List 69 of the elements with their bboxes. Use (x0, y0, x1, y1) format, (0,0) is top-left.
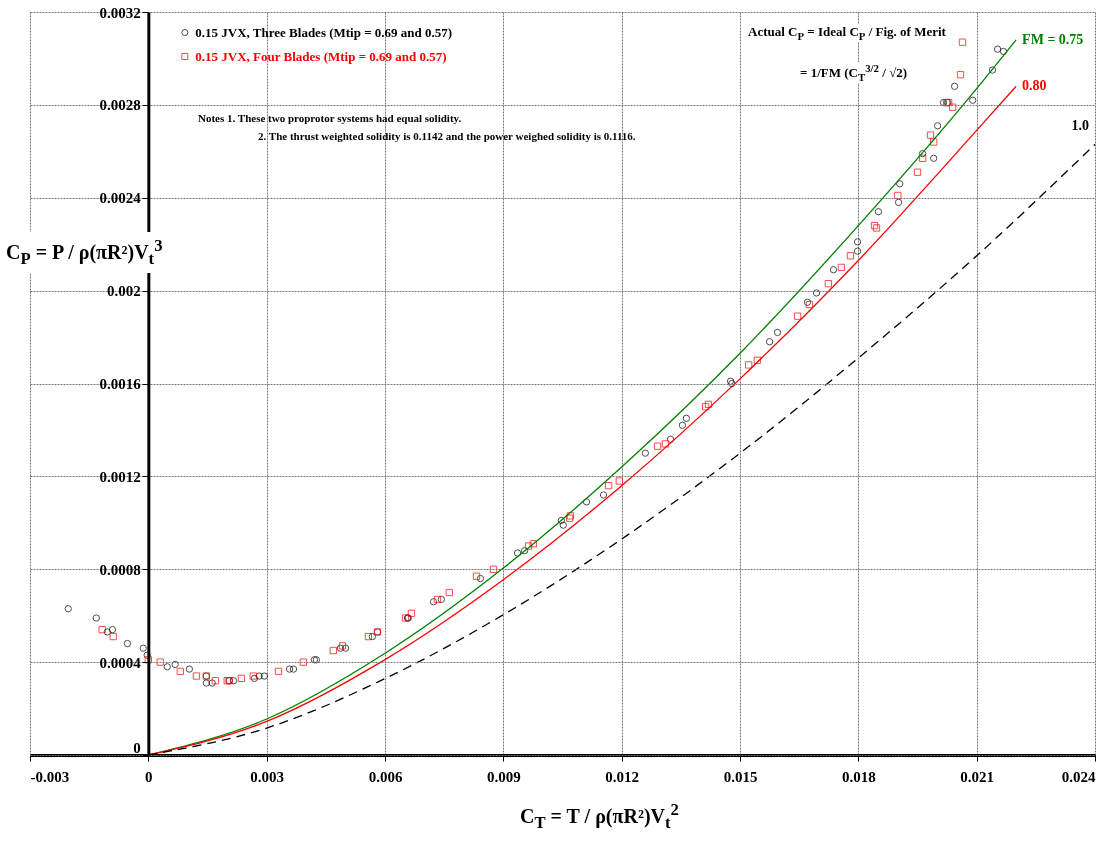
x-tick-label: 0.018 (841, 768, 876, 785)
point (948, 103, 957, 111)
y-tick-label: 0.0004 (99, 654, 142, 671)
point (753, 356, 762, 364)
point (529, 540, 537, 548)
point (237, 674, 246, 683)
point (433, 595, 442, 604)
point (364, 632, 373, 641)
point (793, 312, 802, 320)
y-tick-label: 0.002 (107, 283, 141, 300)
x-tick-label: 0.003 (250, 768, 285, 785)
y-tick-label: 0.0016 (99, 376, 142, 392)
point (846, 252, 855, 260)
point (615, 477, 623, 485)
point (926, 131, 935, 139)
point (702, 403, 710, 411)
point (653, 442, 662, 450)
point (329, 646, 337, 655)
x-tick-label: -0.003 (30, 768, 70, 785)
point (299, 658, 308, 666)
point (745, 361, 753, 369)
annotation: Notes 1. These two proprotor systems had equal solidity. (198, 112, 462, 124)
point (192, 672, 201, 680)
point (109, 632, 117, 641)
y-tick-label: 0.0008 (99, 561, 141, 578)
point (445, 588, 453, 597)
point (956, 71, 965, 79)
point (661, 440, 670, 448)
y-tick-label: 0.0032 (99, 4, 141, 21)
point (489, 565, 498, 573)
legend-label: 0.15 JVX, Three Blades (Mtip = 0.69 and 0.57) (195, 24, 453, 40)
point (274, 667, 283, 676)
point (918, 154, 927, 162)
point (176, 667, 184, 676)
legend-label: 0.15 JVX, Four Blades (Mtip = 0.69 and 0.57) (195, 48, 447, 64)
point (894, 191, 902, 200)
point (930, 138, 938, 146)
x-tick-label: 0.024 (1061, 768, 1096, 785)
point (211, 677, 220, 685)
point (472, 572, 481, 580)
point (604, 482, 613, 490)
y-tick-label: 0.0028 (99, 97, 141, 114)
point (98, 625, 106, 634)
point (144, 656, 152, 664)
x-tick-label: 0 (145, 768, 153, 785)
annotation: = 1/FM (C$_{T}$$^{3/2}$ / √2) (800, 62, 908, 83)
series-label: 1.0 (1071, 118, 1089, 134)
x-tick-label: 0.021 (960, 768, 995, 785)
point (704, 400, 713, 409)
y-tick-label: 0.0024 (99, 190, 142, 207)
point (524, 542, 533, 550)
point (872, 224, 881, 232)
annotation: Actual C$_{P}$ = Ideal C$_{P}$ / Fig. of Merit (748, 24, 946, 42)
point (870, 221, 879, 230)
point (156, 658, 164, 666)
series-label: FM = 0.75 (1022, 31, 1084, 47)
x-tick-label: 0.015 (723, 768, 758, 785)
y-tick-label: 0.0012 (99, 468, 141, 485)
point (837, 263, 846, 272)
point (824, 280, 833, 288)
point (913, 168, 922, 176)
annotation: 2. The thrust weighted solidity is 0.1142 and the power weighed solidity is 0.1116. (258, 130, 636, 142)
y-tick-label: 0 (133, 739, 141, 756)
point (407, 609, 416, 618)
x-tick-label: 0.006 (368, 768, 403, 785)
x-tick-label: 0.012 (605, 768, 640, 785)
x-tick-label: 0.009 (486, 768, 521, 785)
point (958, 38, 967, 46)
series-label: 0.80 (1022, 78, 1047, 94)
